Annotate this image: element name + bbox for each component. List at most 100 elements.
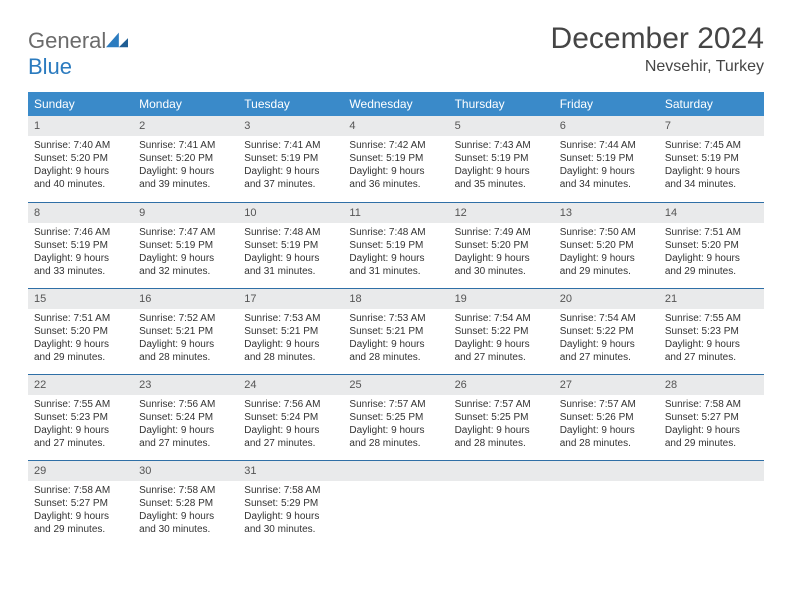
sunrise-line: Sunrise: 7:43 AM	[455, 139, 548, 152]
calendar-row: 29Sunrise: 7:58 AMSunset: 5:27 PMDayligh…	[28, 460, 764, 546]
sunset-line: Sunset: 5:27 PM	[34, 497, 127, 510]
sunrise-line: Sunrise: 7:58 AM	[665, 398, 758, 411]
sunrise-line: Sunrise: 7:55 AM	[34, 398, 127, 411]
day-details: Sunrise: 7:54 AMSunset: 5:22 PMDaylight:…	[554, 309, 659, 368]
sunset-line: Sunset: 5:21 PM	[244, 325, 337, 338]
sunrise-line: Sunrise: 7:45 AM	[665, 139, 758, 152]
day-number: 12	[449, 203, 554, 223]
sunset-line: Sunset: 5:20 PM	[139, 152, 232, 165]
day-number: 1	[28, 116, 133, 136]
day-number: 14	[659, 203, 764, 223]
calendar-cell: 27Sunrise: 7:57 AMSunset: 5:26 PMDayligh…	[554, 374, 659, 460]
daylight-line: Daylight: 9 hours and 30 minutes.	[244, 510, 337, 536]
sunrise-line: Sunrise: 7:53 AM	[349, 312, 442, 325]
calendar-cell: 19Sunrise: 7:54 AMSunset: 5:22 PMDayligh…	[449, 288, 554, 374]
daylight-line: Daylight: 9 hours and 28 minutes.	[244, 338, 337, 364]
day-number: 26	[449, 375, 554, 395]
daylight-line: Daylight: 9 hours and 29 minutes.	[34, 510, 127, 536]
day-number: 25	[343, 375, 448, 395]
sunrise-line: Sunrise: 7:57 AM	[349, 398, 442, 411]
day-number: 31	[238, 461, 343, 481]
daylight-line: Daylight: 9 hours and 34 minutes.	[560, 165, 653, 191]
day-number: 8	[28, 203, 133, 223]
calendar-row: 22Sunrise: 7:55 AMSunset: 5:23 PMDayligh…	[28, 374, 764, 460]
day-number: 15	[28, 289, 133, 309]
sunset-line: Sunset: 5:27 PM	[665, 411, 758, 424]
sunset-line: Sunset: 5:21 PM	[349, 325, 442, 338]
sunset-line: Sunset: 5:23 PM	[34, 411, 127, 424]
daylight-line: Daylight: 9 hours and 33 minutes.	[34, 252, 127, 278]
sunrise-line: Sunrise: 7:54 AM	[455, 312, 548, 325]
logo-text-general: General	[28, 28, 106, 53]
sunset-line: Sunset: 5:25 PM	[349, 411, 442, 424]
sunrise-line: Sunrise: 7:57 AM	[560, 398, 653, 411]
calendar-body: 1Sunrise: 7:40 AMSunset: 5:20 PMDaylight…	[28, 116, 764, 546]
sunrise-line: Sunrise: 7:51 AM	[665, 226, 758, 239]
sunrise-line: Sunrise: 7:44 AM	[560, 139, 653, 152]
calendar-row: 15Sunrise: 7:51 AMSunset: 5:20 PMDayligh…	[28, 288, 764, 374]
sunset-line: Sunset: 5:28 PM	[139, 497, 232, 510]
sunrise-line: Sunrise: 7:58 AM	[244, 484, 337, 497]
weekday-header: Sunday	[28, 92, 133, 116]
sunset-line: Sunset: 5:25 PM	[455, 411, 548, 424]
day-details: Sunrise: 7:41 AMSunset: 5:19 PMDaylight:…	[238, 136, 343, 195]
sunrise-line: Sunrise: 7:49 AM	[455, 226, 548, 239]
calendar-row: 1Sunrise: 7:40 AMSunset: 5:20 PMDaylight…	[28, 116, 764, 202]
sunset-line: Sunset: 5:26 PM	[560, 411, 653, 424]
day-number: 4	[343, 116, 448, 136]
sunrise-line: Sunrise: 7:48 AM	[349, 226, 442, 239]
sunrise-line: Sunrise: 7:41 AM	[244, 139, 337, 152]
day-details: Sunrise: 7:48 AMSunset: 5:19 PMDaylight:…	[343, 223, 448, 282]
day-number: 23	[133, 375, 238, 395]
daylight-line: Daylight: 9 hours and 28 minutes.	[349, 424, 442, 450]
sunrise-line: Sunrise: 7:57 AM	[455, 398, 548, 411]
calendar-cell	[659, 460, 764, 546]
sunset-line: Sunset: 5:20 PM	[455, 239, 548, 252]
sunset-line: Sunset: 5:19 PM	[665, 152, 758, 165]
day-details: Sunrise: 7:48 AMSunset: 5:19 PMDaylight:…	[238, 223, 343, 282]
logo-text-blue: Blue	[28, 54, 72, 79]
day-number: 19	[449, 289, 554, 309]
day-number: 27	[554, 375, 659, 395]
day-number: 9	[133, 203, 238, 223]
day-number: 18	[343, 289, 448, 309]
location-label: Nevsehir, Turkey	[551, 58, 764, 76]
sunrise-line: Sunrise: 7:42 AM	[349, 139, 442, 152]
sunrise-line: Sunrise: 7:55 AM	[665, 312, 758, 325]
calendar-cell: 8Sunrise: 7:46 AMSunset: 5:19 PMDaylight…	[28, 202, 133, 288]
sunset-line: Sunset: 5:19 PM	[139, 239, 232, 252]
daylight-line: Daylight: 9 hours and 27 minutes.	[244, 424, 337, 450]
day-number: 13	[554, 203, 659, 223]
weekday-row: Sunday Monday Tuesday Wednesday Thursday…	[28, 92, 764, 116]
weekday-header: Wednesday	[343, 92, 448, 116]
calendar-cell: 13Sunrise: 7:50 AMSunset: 5:20 PMDayligh…	[554, 202, 659, 288]
calendar-cell: 28Sunrise: 7:58 AMSunset: 5:27 PMDayligh…	[659, 374, 764, 460]
calendar-cell: 16Sunrise: 7:52 AMSunset: 5:21 PMDayligh…	[133, 288, 238, 374]
weekday-header: Friday	[554, 92, 659, 116]
day-details: Sunrise: 7:44 AMSunset: 5:19 PMDaylight:…	[554, 136, 659, 195]
daylight-line: Daylight: 9 hours and 28 minutes.	[349, 338, 442, 364]
sunrise-line: Sunrise: 7:51 AM	[34, 312, 127, 325]
day-details: Sunrise: 7:53 AMSunset: 5:21 PMDaylight:…	[238, 309, 343, 368]
calendar-cell: 26Sunrise: 7:57 AMSunset: 5:25 PMDayligh…	[449, 374, 554, 460]
day-details: Sunrise: 7:42 AMSunset: 5:19 PMDaylight:…	[343, 136, 448, 195]
logo-text: General Blue	[28, 28, 128, 80]
daylight-line: Daylight: 9 hours and 37 minutes.	[244, 165, 337, 191]
empty-day-bar	[554, 461, 659, 481]
day-details: Sunrise: 7:57 AMSunset: 5:26 PMDaylight:…	[554, 395, 659, 454]
sunrise-line: Sunrise: 7:56 AM	[244, 398, 337, 411]
day-number: 28	[659, 375, 764, 395]
calendar-cell: 6Sunrise: 7:44 AMSunset: 5:19 PMDaylight…	[554, 116, 659, 202]
sunset-line: Sunset: 5:22 PM	[455, 325, 548, 338]
daylight-line: Daylight: 9 hours and 34 minutes.	[665, 165, 758, 191]
calendar-cell: 12Sunrise: 7:49 AMSunset: 5:20 PMDayligh…	[449, 202, 554, 288]
sunset-line: Sunset: 5:22 PM	[560, 325, 653, 338]
sunrise-line: Sunrise: 7:53 AM	[244, 312, 337, 325]
day-details: Sunrise: 7:55 AMSunset: 5:23 PMDaylight:…	[28, 395, 133, 454]
sunset-line: Sunset: 5:24 PM	[244, 411, 337, 424]
daylight-line: Daylight: 9 hours and 36 minutes.	[349, 165, 442, 191]
daylight-line: Daylight: 9 hours and 29 minutes.	[560, 252, 653, 278]
sunrise-line: Sunrise: 7:48 AM	[244, 226, 337, 239]
calendar-cell: 20Sunrise: 7:54 AMSunset: 5:22 PMDayligh…	[554, 288, 659, 374]
sunset-line: Sunset: 5:20 PM	[34, 152, 127, 165]
